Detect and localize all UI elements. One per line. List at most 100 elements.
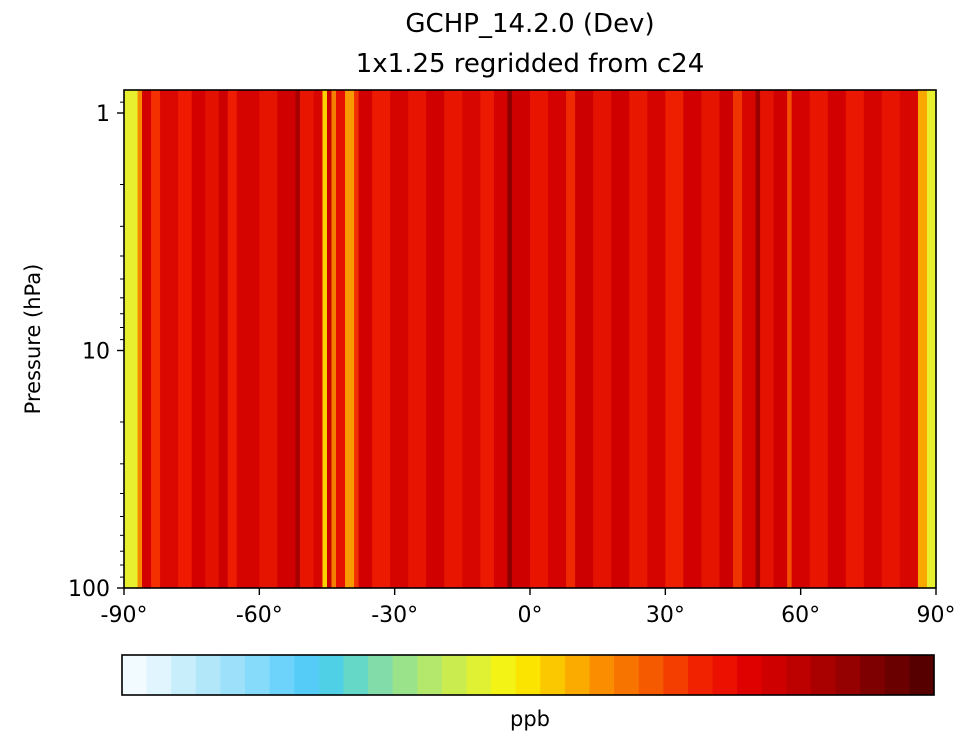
colorbar-swatch — [466, 655, 492, 695]
heatmap-column — [372, 90, 391, 588]
heatmap-column — [191, 90, 206, 588]
heatmap-column — [313, 90, 324, 588]
heatmap-column — [701, 90, 721, 588]
heatmap-column — [299, 90, 315, 588]
heatmap-column — [566, 90, 576, 588]
heatmap-column — [917, 90, 928, 588]
heatmap-column — [863, 90, 883, 588]
colorbar-label: ppb — [510, 707, 550, 731]
heatmap-column — [480, 90, 495, 588]
heatmap-column — [295, 90, 301, 588]
heatmap-column — [218, 90, 229, 588]
x-tick-label: -90° — [101, 603, 148, 628]
colorbar-swatch — [318, 655, 345, 695]
colorbar-swatch — [761, 655, 787, 695]
heatmap-column — [259, 90, 278, 588]
heatmap-column — [205, 90, 220, 588]
colorbar-swatch — [368, 655, 394, 695]
heatmap-column — [845, 90, 865, 588]
heatmap-column — [390, 90, 409, 588]
colorbar-swatch — [245, 655, 271, 695]
heatmap-column — [760, 90, 775, 588]
heatmap-column — [827, 90, 847, 588]
x-tick-label: 90° — [917, 603, 956, 628]
heatmap-column — [462, 90, 481, 588]
colorbar-swatch — [171, 655, 197, 695]
colorbar-swatch — [343, 655, 369, 695]
y-axis-label: Pressure (hPa) — [21, 264, 45, 415]
heatmap-column — [787, 90, 793, 588]
heatmap-column — [809, 90, 829, 588]
heatmap-column — [277, 90, 297, 588]
heatmap-column — [331, 90, 337, 588]
colorbar-swatch — [417, 655, 443, 695]
heatmap-column — [160, 90, 179, 588]
heatmap-column — [548, 90, 567, 588]
heatmap-column — [227, 90, 238, 588]
heatmap-column — [881, 90, 901, 588]
heatmap-column — [629, 90, 648, 588]
colorbar-swatch — [564, 655, 591, 695]
y-tick-label: 100 — [68, 577, 110, 602]
heatmap-column — [511, 90, 531, 588]
colorbar-swatch — [835, 655, 861, 695]
heatmap-column — [354, 90, 360, 588]
colorbar-swatch — [786, 655, 812, 695]
heatmap-column — [683, 90, 703, 588]
colorbar-swatch — [810, 655, 837, 695]
heatmap-column — [530, 90, 549, 588]
colorbar-swatch — [122, 655, 148, 695]
heatmap-column — [178, 90, 193, 588]
heatmap-column — [322, 90, 328, 588]
colorbar-swatch — [269, 655, 295, 695]
colorbar-swatch — [589, 655, 615, 695]
colorbar-swatch — [294, 655, 320, 695]
heatmap-column — [755, 90, 761, 588]
colorbar-swatch — [663, 655, 689, 695]
heatmap-column — [124, 90, 139, 588]
heatmap-column — [899, 90, 919, 588]
heatmap-column — [665, 90, 684, 588]
heatmap-column — [647, 90, 666, 588]
x-tick-label: -30° — [371, 603, 418, 628]
heatmap-column — [345, 90, 355, 588]
colorbar-swatch — [712, 655, 738, 695]
heatmap-column — [236, 90, 260, 588]
colorbar-swatch — [860, 655, 886, 695]
heatmap-column — [575, 90, 594, 588]
heatmap-column — [151, 90, 161, 588]
colorbar-swatch — [491, 655, 517, 695]
x-tick-label: 30° — [646, 603, 685, 628]
x-tick-label: -60° — [236, 603, 283, 628]
heatmap-column — [611, 90, 630, 588]
heatmap-column — [336, 90, 346, 588]
heatmap-column — [444, 90, 463, 588]
x-tick-label: 60° — [781, 603, 820, 628]
x-axis: -90° -60° -30° 0° 30° 60° 90° — [101, 588, 956, 628]
heatmap-column — [142, 90, 152, 588]
heatmap-column — [593, 90, 612, 588]
heatmap-column — [358, 90, 373, 588]
colorbar-swatch — [638, 655, 664, 695]
colorbar-swatch — [540, 655, 566, 695]
colorbar-swatch — [195, 655, 222, 695]
colorbar-swatch — [220, 655, 246, 695]
heatmap-column — [733, 90, 743, 588]
colorbar-swatch — [737, 655, 763, 695]
colorbar-frame — [121, 654, 935, 696]
y-axis: 1 10 100 — [68, 101, 124, 602]
heatmap-column — [426, 90, 445, 588]
colorbar-swatch — [687, 655, 714, 695]
heatmap-column — [926, 90, 937, 588]
y-tick-label: 10 — [82, 340, 110, 365]
y-tick-label: 1 — [96, 102, 110, 127]
colorbar-swatch — [441, 655, 468, 695]
colorbar-swatch — [909, 655, 935, 695]
x-tick-label: 0° — [518, 603, 543, 628]
colorbar-swatch — [146, 655, 172, 695]
heatmap-column — [327, 90, 333, 588]
colorbar — [122, 655, 935, 695]
colorbar-swatch — [884, 655, 910, 695]
chart-title: GCHP_14.2.0 (Dev) — [405, 9, 654, 39]
heatmap-column — [408, 90, 427, 588]
